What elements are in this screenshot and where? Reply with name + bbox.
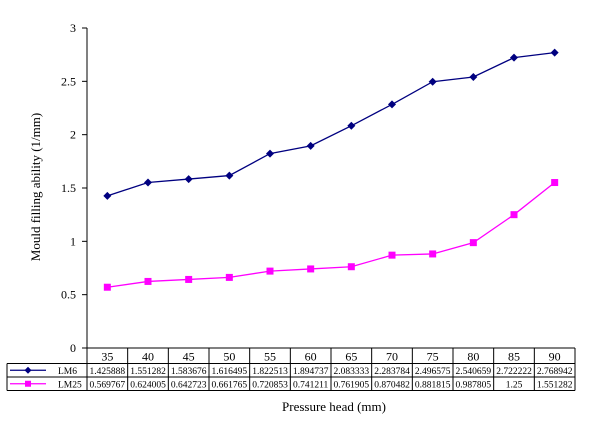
table-cell: 0.741211 <box>293 380 329 390</box>
x-axis-title: Pressure head (mm) <box>282 399 386 414</box>
x-tick-label: 40 <box>142 350 154 364</box>
series-lines <box>103 48 559 291</box>
y-tick-label: 2 <box>70 128 76 142</box>
table-cell: 1.425888 <box>90 367 126 377</box>
table-cell: 0.881815 <box>415 380 451 390</box>
table-cell: 2.083333 <box>334 367 370 377</box>
series-line-lm6 <box>107 52 555 197</box>
table-cell: 1.894737 <box>293 367 329 377</box>
table-cell: 0.624005 <box>130 380 166 390</box>
y-tick-label: 0 <box>70 341 76 355</box>
table-cell: 1.25 <box>506 380 523 390</box>
data-point-lm6 <box>184 175 193 184</box>
data-point-lm25 <box>307 265 315 273</box>
table-cell: 1.583676 <box>171 367 207 377</box>
table-cell: 2.768942 <box>537 367 573 377</box>
table-cell: 0.569767 <box>90 380 126 390</box>
series-line-lm25 <box>107 182 556 288</box>
data-point-lm25 <box>225 273 233 281</box>
data-point-lm25 <box>551 179 559 187</box>
table-cell: 2.722222 <box>496 367 532 377</box>
x-tick-label: 60 <box>305 350 317 364</box>
table-cell: 1.822513 <box>252 367 288 377</box>
data-point-lm6 <box>510 53 518 62</box>
data-point-lm25 <box>388 251 396 259</box>
table-cell: 0.987805 <box>456 380 492 390</box>
data-point-lm6 <box>388 100 396 109</box>
data-point-lm25 <box>429 250 437 258</box>
table-cell: 0.720853 <box>252 380 288 390</box>
data-point-lm6 <box>550 48 559 57</box>
table-cell: 0.642723 <box>171 380 207 390</box>
data-point-lm25 <box>510 211 518 219</box>
data-point-lm25 <box>144 277 152 285</box>
legend-label-lm25: LM25 <box>58 380 82 390</box>
y-tick-label: 3 <box>70 21 76 35</box>
x-tick-label: 75 <box>427 350 439 364</box>
y-tick-label: 1.5 <box>61 181 76 195</box>
table-cell: 0.870482 <box>374 380 410 390</box>
x-tick-label: 55 <box>264 350 276 364</box>
x-tick-label: 85 <box>508 350 520 364</box>
data-point-lm25 <box>266 267 274 275</box>
legend-label-lm6: LM6 <box>58 367 77 377</box>
x-tick-label: 35 <box>101 350 113 364</box>
data-point-lm6 <box>306 141 315 150</box>
data-point-lm25 <box>103 283 111 291</box>
table-cell: 2.540659 <box>456 367 492 377</box>
data-point-lm6 <box>225 171 234 180</box>
table-cell: 1.551282 <box>130 367 166 377</box>
y-tick-labels: 0 0.5 1 1.5 2 2.5 3 <box>61 21 76 355</box>
y-tick-label: 2.5 <box>61 74 76 88</box>
data-point-lm6 <box>266 149 274 158</box>
y-tick-label: 1 <box>70 234 76 248</box>
data-point-lm6 <box>103 191 112 200</box>
axes <box>82 27 575 349</box>
table-cell: 2.283784 <box>374 367 410 377</box>
data-point-lm25 <box>185 275 193 283</box>
legend-marker-lm25 <box>25 380 31 387</box>
y-tick-label: 0.5 <box>61 288 76 302</box>
table-cell: 2.496575 <box>415 367 451 377</box>
x-tick-label: 70 <box>386 350 398 364</box>
table-cell: 1.551282 <box>537 380 573 390</box>
table-cell: 0.761905 <box>334 380 370 390</box>
data-point-lm25 <box>347 263 355 271</box>
table-cell: 1.616495 <box>212 367 248 377</box>
x-tick-label: 45 <box>183 350 195 364</box>
data-table: 35 40 45 50 55 60 65 70 75 80 85 90 LM6 1.425888 1.551… <box>6 348 576 391</box>
table-cell: 0.661765 <box>212 380 248 390</box>
x-tick-label: 50 <box>223 350 235 364</box>
data-point-lm6 <box>347 121 356 130</box>
x-tick-label: 90 <box>549 350 561 364</box>
x-tick-label: 80 <box>467 350 479 364</box>
data-point-lm6 <box>144 178 152 187</box>
data-point-lm6 <box>428 77 437 86</box>
data-point-lm6 <box>469 72 478 81</box>
y-axis-title: Mould filling ability (1/mm) <box>28 113 43 261</box>
x-tick-label: 65 <box>345 350 357 364</box>
data-point-lm25 <box>469 239 477 247</box>
legend-marker-lm6 <box>24 366 32 374</box>
